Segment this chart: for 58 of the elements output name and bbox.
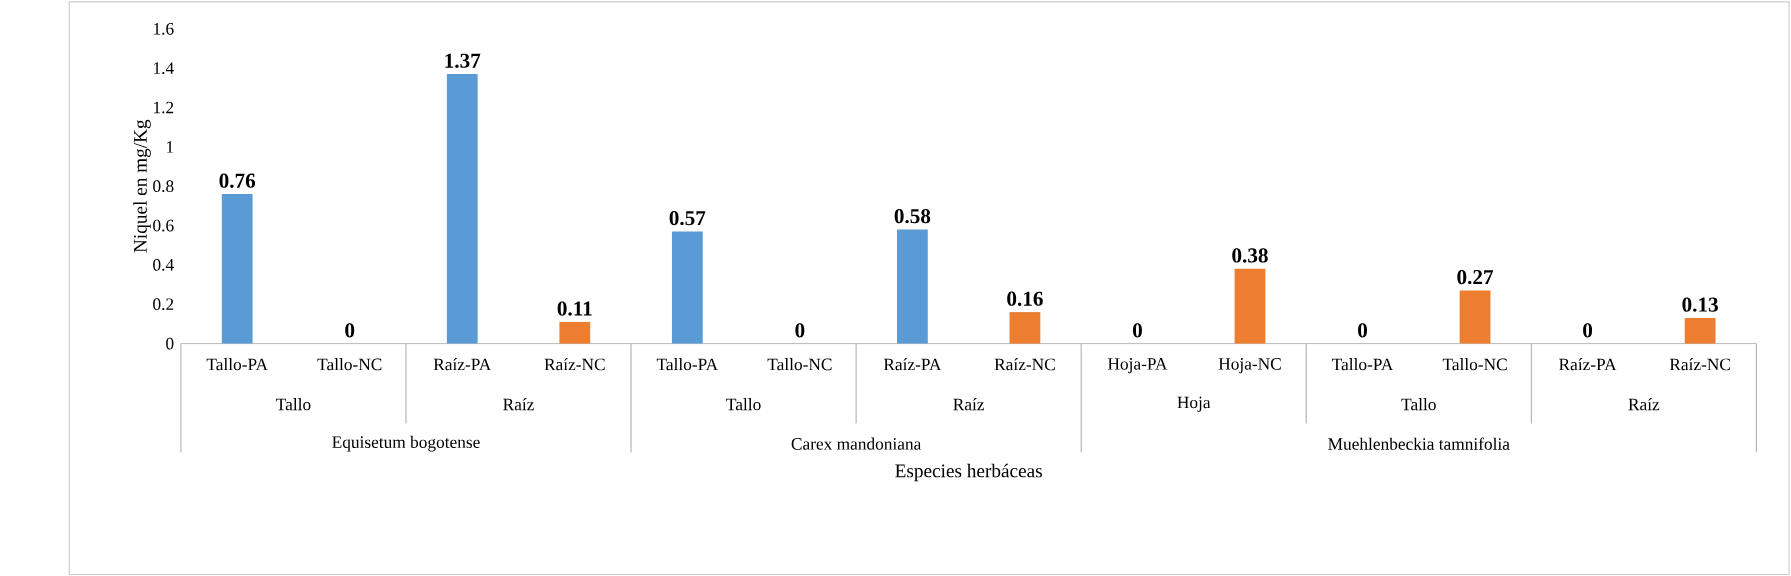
x-tick-label: Raíz-NC [994, 357, 1055, 371]
y-tick-label: 1.4 [153, 62, 174, 74]
data-label: 0 [1132, 322, 1142, 338]
bar [559, 321, 591, 344]
x-tick-label: Raíz-PA [883, 357, 942, 371]
data-label: 1.37 [445, 53, 481, 68]
bar [1234, 268, 1266, 344]
data-label: 0.11 [557, 301, 592, 316]
text: Equisetum bogotense [332, 435, 480, 452]
y-axis-title: Niquel en mg/Kg [133, 119, 151, 253]
x-tick-label: Raíz-NC [544, 357, 605, 371]
text: Raíz [953, 397, 985, 411]
data-label: 0.13 [1682, 297, 1718, 312]
x-tick-label: Raíz-PA [433, 357, 492, 371]
data-label: 0 [345, 322, 355, 338]
x-axis-title: Especies herbáceas [895, 463, 1042, 482]
bar [896, 229, 928, 344]
y-tick-label: 1 [166, 140, 174, 153]
y-tick-label: 0.6 [153, 219, 174, 232]
text: Carex mandoniana [791, 437, 922, 450]
text: Tallo [1401, 397, 1436, 411]
x-tick-label: Tallo-NC [1442, 357, 1507, 371]
y-tick-label: 0.4 [153, 258, 174, 271]
data-label: 0.58 [894, 208, 931, 224]
data-label: 0.27 [1457, 269, 1494, 285]
x-tick-label: Hoja-NC [1218, 357, 1281, 373]
text: Muehlenbeckia tamnifolia [1328, 437, 1510, 450]
y-tick-label: 1.6 [153, 22, 174, 35]
x-tick-label: Hoja-PA [1107, 357, 1168, 373]
y-tick-label: 0.8 [153, 180, 174, 192]
bar [671, 231, 703, 344]
x-tick-label: Tallo-PA [1331, 357, 1394, 371]
data-label: 0 [1583, 322, 1593, 338]
bar [221, 193, 253, 344]
data-label: 0 [1358, 322, 1367, 338]
bar [446, 73, 478, 344]
y-tick-label: 0.2 [153, 298, 174, 310]
bar [1684, 317, 1716, 344]
text: Tallo [726, 397, 761, 411]
data-label: 0.16 [1007, 291, 1043, 306]
text: Raíz [1628, 397, 1660, 411]
x-tick-label: Tallo-NC [317, 357, 382, 371]
x-tick-label: Tallo-PA [206, 357, 268, 371]
y-tick-label: 0 [166, 337, 174, 350]
x-tick-label: Tallo-NC [767, 357, 832, 371]
bar [1009, 311, 1041, 344]
text: Tallo [276, 397, 311, 411]
text: Hoja [1177, 396, 1211, 412]
data-label: 0.38 [1232, 248, 1268, 263]
text: Raíz [503, 397, 534, 411]
x-tick-label: Raíz-PA [1559, 357, 1617, 371]
data-label: 0.76 [219, 173, 256, 188]
bar [1459, 290, 1491, 344]
data-label: 0 [795, 322, 805, 338]
data-label: 0.57 [669, 210, 706, 226]
x-tick-label: Tallo-PA [656, 357, 719, 371]
x-tick-label: Raíz-NC [1669, 357, 1730, 371]
y-tick-label: 1.2 [153, 101, 174, 114]
